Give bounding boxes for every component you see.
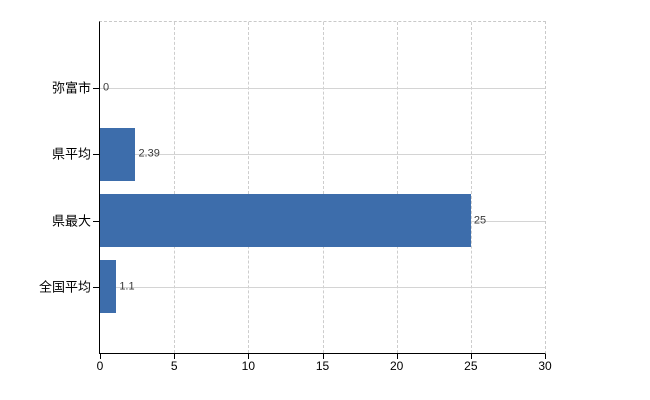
category-gridline (100, 286, 545, 288)
category-label: 県平均 (51, 146, 91, 162)
bar (100, 127, 136, 181)
vertical-gridline (248, 22, 250, 353)
bar-value-label: 1.1 (119, 280, 135, 293)
x-axis-tick-mark (396, 354, 398, 359)
x-axis-tick-mark (322, 354, 324, 359)
vertical-gridline (470, 22, 472, 353)
bar (100, 194, 471, 248)
x-axis-tick-mark (248, 354, 250, 359)
category-label: 県最大 (51, 213, 91, 229)
plot-area: 0 5 10 15 20 25 30 弥富市 0 県平均 2.39 県最大 25 全国平均 1.1 (39, 21, 552, 372)
bar (100, 260, 117, 314)
x-axis-tick-label: 5 (170, 359, 178, 373)
x-axis-tick-label: 30 (538, 359, 552, 373)
category-label: 弥富市 (51, 80, 91, 96)
x-axis-tick-mark (470, 354, 472, 359)
x-axis-tick-label: 20 (389, 359, 404, 373)
category-label: 全国平均 (38, 279, 91, 295)
vertical-gridline (322, 22, 324, 353)
y-axis-tick-mark (93, 154, 99, 156)
category-gridline (100, 154, 545, 156)
x-axis-tick-mark (545, 354, 546, 359)
y-axis-tick-mark (93, 286, 99, 288)
x-axis-tick-mark (100, 354, 101, 359)
bar-value-label: 25 (473, 214, 487, 227)
vertical-gridline (396, 22, 398, 353)
category-gridline (100, 88, 545, 90)
y-axis-tick-mark (93, 88, 99, 90)
x-axis-tick-label: 0 (96, 359, 104, 373)
x-axis-tick-label: 25 (464, 359, 478, 373)
bar-value-label: 2.39 (138, 147, 160, 160)
x-axis-tick-label: 10 (241, 359, 255, 373)
x-axis-tick-label: 15 (315, 359, 330, 373)
vertical-gridline (174, 22, 176, 353)
x-axis-tick-mark (174, 354, 176, 359)
bar-value-label: 0 (103, 81, 110, 94)
y-axis-tick-mark (93, 220, 99, 222)
